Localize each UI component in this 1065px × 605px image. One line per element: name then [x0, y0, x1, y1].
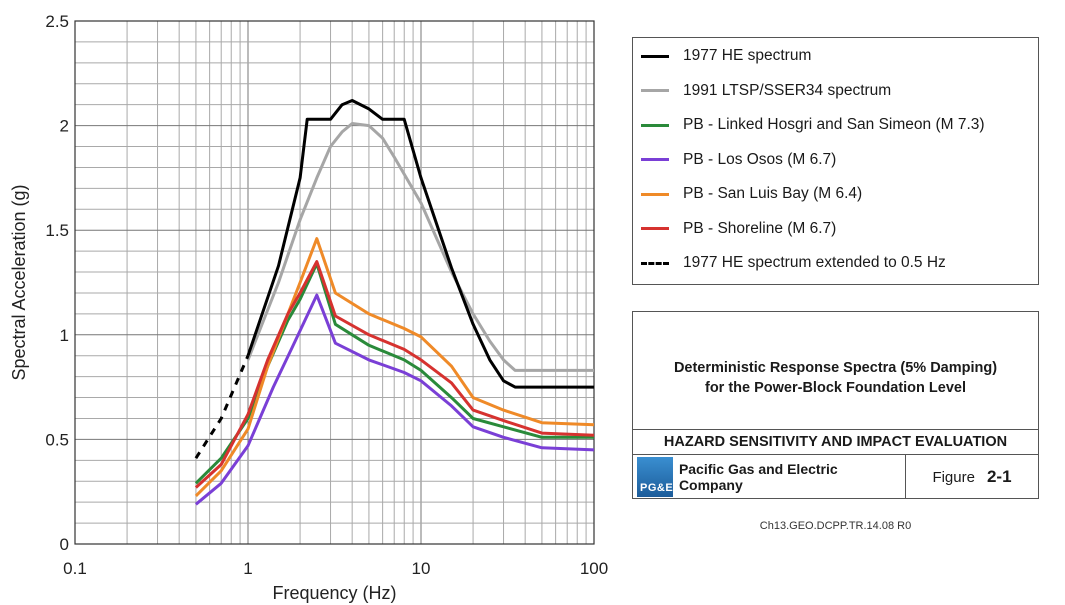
figure-title-line-2: for the Power-Block Foundation Level: [704, 380, 967, 396]
y-tick-label: 2.5: [45, 12, 69, 31]
legend-swatch: [641, 227, 669, 230]
legend-item: PB - Linked Hosgri and San Simeon (M 7.3…: [641, 113, 985, 137]
legend-swatch: [641, 54, 669, 58]
legend-item: 1991 LTSP/SSER34 spectrum: [641, 79, 891, 103]
series-line-7: [194, 355, 250, 460]
legend-item: 1977 HE spectrum extended to 0.5 Hz: [641, 251, 946, 275]
figure-title: Deterministic Response Spectra (5% Dampi…: [633, 358, 1038, 398]
series-line-4: [194, 293, 595, 506]
legend-swatch: [641, 89, 669, 92]
y-tick-label: 0.5: [45, 430, 69, 449]
series-layer: [194, 99, 595, 506]
y-tick-label: 0: [60, 535, 69, 554]
figure-title-block: Deterministic Response Spectra (5% Dampi…: [632, 311, 1039, 499]
series-line-2: [246, 122, 594, 372]
figure-number: 2-1: [986, 467, 1012, 486]
legend-swatch: [641, 192, 669, 196]
legend-label: 1991 LTSP/SSER34 spectrum: [683, 81, 892, 99]
chart-legend: 1977 HE spectrum 1991 LTSP/SSER34 spectru…: [632, 37, 1039, 285]
x-tick-label: 100: [580, 559, 608, 578]
legend-label: 1977 HE spectrum extended to 0.5 Hz: [683, 254, 946, 271]
x-tick-label: 10: [412, 559, 431, 578]
figure-label: Figure: [932, 468, 975, 486]
pge-logo-icon: PG&E: [637, 457, 673, 497]
y-tick-label: 2: [60, 117, 69, 136]
legend-label: PB - San Luis Bay (M 6.4): [683, 185, 863, 202]
legend-label: PB - Linked Hosgri and San Simeon (M 7.3…: [683, 116, 985, 133]
series-line-6: [194, 260, 595, 489]
report-title: HAZARD SENSITIVITY AND IMPACT EVALUATION: [633, 429, 1038, 455]
x-tick-label: 0.1: [63, 559, 87, 578]
legend-swatch: [641, 261, 669, 265]
legend-label: 1977 HE spectrum: [683, 47, 812, 64]
document-id: Ch13.GEO.DCPP.TR.14.08 R0: [759, 520, 912, 532]
axis-tick-labels: 0.1 1 10 100 0 0.5 1 1.5 2 2.5: [45, 12, 608, 578]
legend-label: PB - Los Osos (M 6.7): [683, 150, 837, 168]
company-cell: PG&E Pacific Gas and Electric Company: [633, 455, 906, 499]
plot-frame: [74, 20, 595, 545]
figure-title-line-1: Deterministic Response Spectra (5% Dampi…: [673, 360, 998, 376]
x-axis-title: Frequency (Hz): [272, 583, 396, 603]
x-tick-label: 1: [243, 559, 252, 578]
legend-swatch: [641, 123, 669, 127]
legend-item: PB - Los Osos (M 6.7): [641, 148, 836, 172]
legend-item: PB - Shoreline (M 6.7): [641, 217, 836, 241]
logo-text: PG&E: [640, 482, 674, 494]
company-name: Pacific Gas and Electric Company: [678, 461, 838, 493]
figure-number-cell: Figure 2-1: [906, 455, 1038, 499]
legend-item: 1977 HE spectrum: [641, 44, 811, 68]
series-line-5: [194, 237, 595, 497]
series-line-1: [246, 99, 594, 389]
y-tick-label: 1.5: [45, 221, 69, 240]
legend-swatch: [641, 158, 669, 161]
y-axis-title: Spectral Acceleration (g): [9, 184, 29, 380]
legend-item: PB - San Luis Bay (M 6.4): [641, 182, 862, 206]
plot-grid: [75, 21, 594, 544]
series-line-3: [194, 262, 594, 485]
y-tick-label: 1: [60, 326, 69, 345]
legend-label: PB - Shoreline (M 6.7): [683, 219, 837, 237]
